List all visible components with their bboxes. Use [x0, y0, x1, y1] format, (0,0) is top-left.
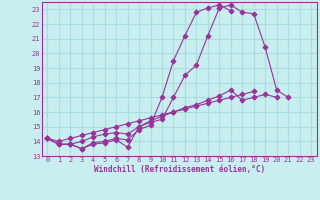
X-axis label: Windchill (Refroidissement éolien,°C): Windchill (Refroidissement éolien,°C) [94, 165, 265, 174]
